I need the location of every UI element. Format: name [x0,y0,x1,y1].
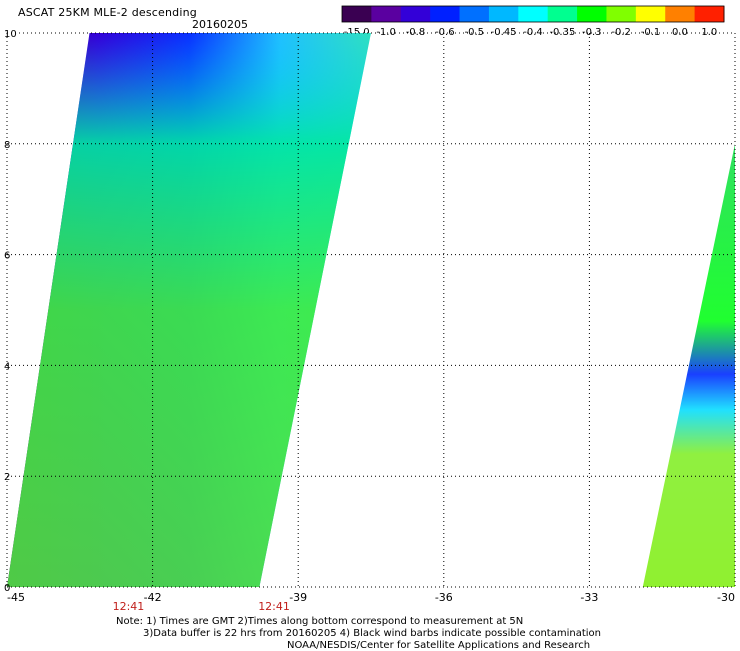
colorbar-segment [665,6,696,22]
colorbar-label: -0.5 [464,27,484,38]
colorbar-segment [518,6,549,22]
chart-date: 20160205 [192,18,248,31]
y-tick-label: 2 [4,472,10,483]
colorbar-label: -0.6 [435,27,455,38]
x-tick-label: -42 [144,591,162,604]
colorbar-segment [459,6,490,22]
colorbar-segment [577,6,607,22]
colorbar-segment [400,6,431,22]
y-tick-label: 10 [4,29,17,40]
grid-lines [6,32,736,588]
note-line-2: 3)Data buffer is 22 hrs from 20160205 4)… [143,628,601,639]
colorbar-segment [635,6,666,22]
colorbar-label: 1.0 [701,27,717,38]
colorbar-label: -0.35 [549,27,575,38]
chart-title: ASCAT 25KM MLE-2 descending [18,6,197,19]
x-tick-label: -30 [717,591,735,604]
swaths [7,33,735,588]
tick-labels: -45 -42 -39 -36 -33 -30 0 2 4 6 8 10 12:41 12:41 [4,29,735,613]
colorbar-frame [341,5,725,23]
swath-area [642,143,735,588]
colorbar-segment [342,6,372,22]
colorbar-label: -0.4 [523,27,543,38]
colorbar-label: -0.1 [641,27,661,38]
y-tick-label: 8 [4,140,10,151]
time-label: 12:41 [258,600,290,613]
colorbar-label: -15.0 [344,27,370,38]
y-tick-label: 0 [4,583,10,594]
y-tick-label: 6 [4,251,10,262]
swath-bottom-band [7,33,371,587]
colorbar-segment [606,6,637,22]
x-tick-label: -36 [435,591,453,604]
colorbar-segment [371,6,402,22]
x-tick-label: -39 [289,591,307,604]
colorbar-segment [694,6,725,22]
colorbar: -15.0 -1.0 -0.8 -0.6 -0.5 -0.45 -0.4 -0.35 -0.3-… [341,5,725,38]
colorbar-segment [488,6,519,22]
colorbar-segment [430,6,461,22]
note-line-1: Note: 1) Times are GMT 2)Times along bot… [116,616,524,627]
time-label: 12:41 [113,600,145,613]
colorbar-label: -0.2 [611,27,631,38]
x-tick-label: -33 [580,591,598,604]
y-tick-label: 4 [4,361,10,372]
colorbar-label: -1.0 [376,27,396,38]
note-line-3: NOAA/NESDIS/Center for Satellite Applica… [287,640,591,651]
colorbar-segment [547,6,578,22]
x-tick-label: -45 [7,591,25,604]
